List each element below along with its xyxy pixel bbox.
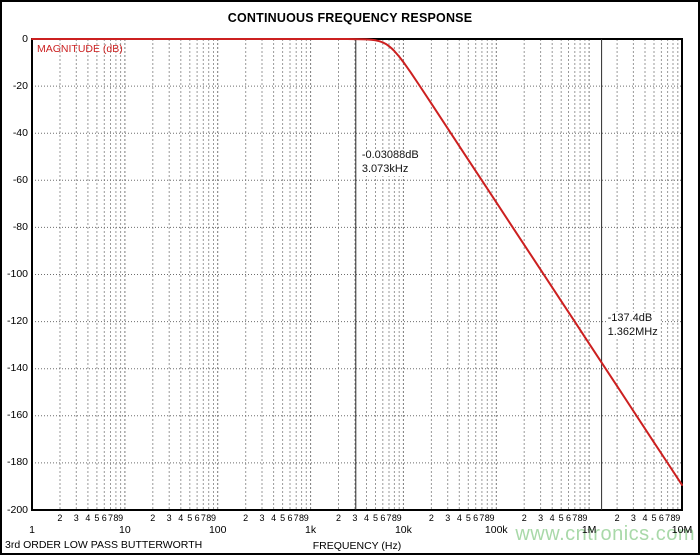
filter-description-caption: 3rd ORDER LOW PASS BUTTERWORTH	[5, 539, 203, 551]
watermark-text: www.cntronics.com	[515, 523, 695, 545]
cursor-annotation-passband: -0.03088dB 3.073kHz	[359, 149, 421, 176]
cursor-annotation-db: -0.03088dB	[361, 149, 419, 161]
chart-title: CONTINUOUS FREQUENCY RESPONSE	[227, 11, 473, 25]
cursor-annotation-db: -137.4dB	[607, 312, 653, 324]
cursor-annotation-freq: 3.073kHz	[361, 162, 409, 175]
magnitude-response-curve	[31, 38, 683, 486]
cursor-annotation-freq: 1.362MHz	[607, 325, 658, 338]
x-axis-title: FREQUENCY (Hz)	[312, 540, 402, 552]
cursor-annotation-stopband: -137.4dB 1.362MHz	[605, 312, 660, 339]
y-axis-series-label: MAGNITUDE (dB)	[37, 43, 123, 55]
